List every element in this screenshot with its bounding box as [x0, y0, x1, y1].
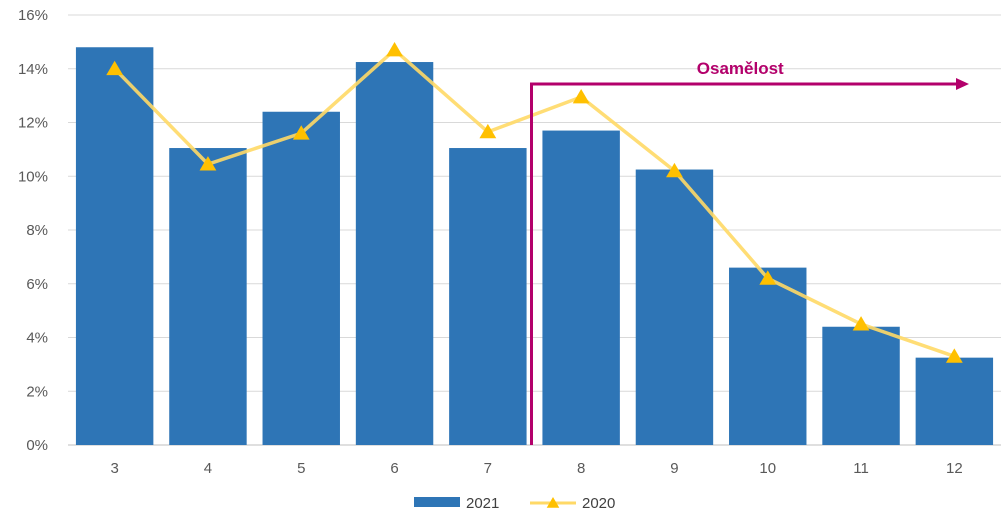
legend: 2021 2020: [414, 495, 615, 512]
point-2020-12: [945, 348, 963, 363]
x-tick-label: 6: [390, 460, 398, 477]
y-tick-label: 8%: [26, 222, 48, 239]
annotation-label: Osamělost: [697, 59, 784, 78]
x-tick-label: 5: [297, 460, 305, 477]
point-2020-8: [572, 88, 590, 104]
y-tick-label: 2%: [26, 383, 48, 400]
point-2020-7: [479, 123, 497, 139]
line-2020-path: [113, 48, 955, 358]
y-tick-label: 14%: [18, 61, 48, 78]
line-2020: [106, 41, 963, 363]
x-tick-label: 7: [484, 460, 492, 477]
y-tick-label: 10%: [18, 168, 48, 185]
x-tick-label: 4: [204, 460, 212, 477]
point-2020-4: [199, 156, 217, 171]
bar-2021-3: [75, 47, 154, 445]
y-tick-label: 0%: [26, 437, 48, 454]
point-2020-10: [759, 270, 777, 285]
bar-2021-4: [169, 148, 247, 445]
x-tick-label: 12: [946, 460, 963, 477]
point-2020-6: [386, 41, 403, 57]
bar-2021-12: [915, 357, 994, 445]
legend-swatch-2021: [414, 497, 460, 507]
bar-2021-5: [262, 111, 340, 445]
x-axis-tick-labels: 3 4 5 6 7 8 9 10 11 12: [110, 460, 962, 477]
point-2020-9: [666, 162, 683, 178]
bar-2021-8: [542, 130, 620, 445]
x-tick-label: 10: [759, 460, 776, 477]
arrow-head-icon: [956, 78, 969, 91]
y-tick-label: 16%: [18, 7, 48, 24]
legend-triangle-icon: [546, 497, 560, 508]
point-2020-3: [106, 60, 124, 76]
legend-label-2021: 2021: [466, 495, 499, 510]
bar-2021-10: [729, 267, 807, 445]
y-tick-label: 4%: [26, 330, 48, 347]
bar-2021-9: [635, 169, 714, 445]
x-tick-label: 9: [670, 460, 678, 477]
x-tick-label: 3: [110, 460, 118, 477]
bar-2021-7: [449, 148, 527, 445]
legend-label-2020: 2020: [582, 495, 615, 510]
x-tick-label: 11: [853, 460, 869, 477]
bars-2021: [75, 47, 994, 445]
y-axis-tick-labels: 0% 2% 4% 6% 8% 10% 12% 14% 16%: [18, 7, 48, 454]
bar-2021-11: [822, 326, 900, 445]
y-tick-label: 6%: [26, 276, 48, 293]
annotation-osamelost: Osamělost: [530, 59, 969, 445]
bar-2021-6: [355, 62, 434, 445]
y-tick-label: 12%: [18, 115, 48, 132]
point-2020-5: [292, 125, 310, 140]
point-2020-11: [852, 316, 870, 331]
x-tick-label: 8: [577, 460, 585, 477]
